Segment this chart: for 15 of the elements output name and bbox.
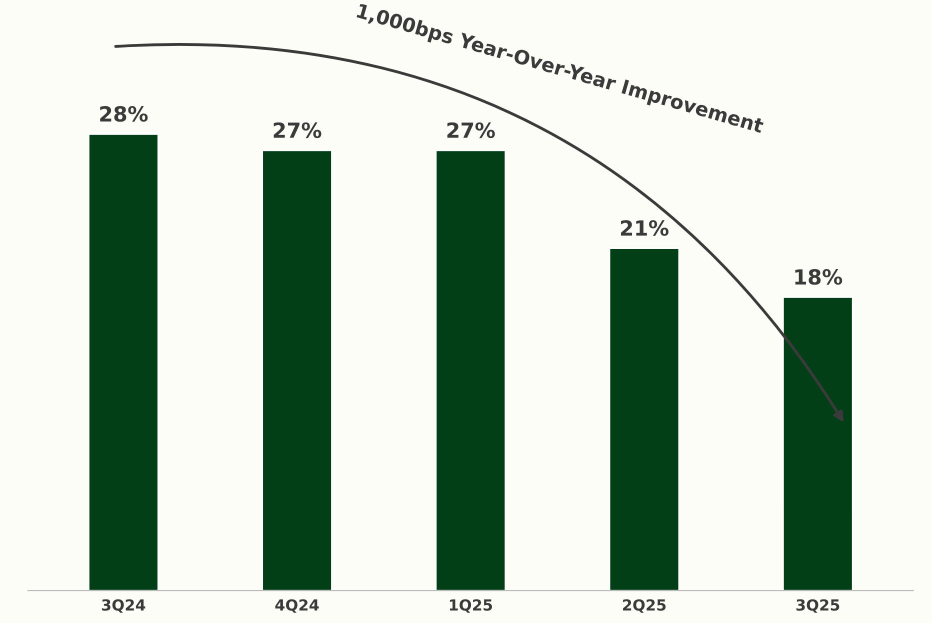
- data-label: 28%: [100, 106, 148, 122]
- bar: [782, 296, 854, 591]
- data-label: 27%: [447, 122, 495, 138]
- x-tick-label: 4Q24: [275, 599, 319, 613]
- x-tick-label: 3Q25: [796, 599, 840, 613]
- bar: [608, 248, 680, 591]
- data-label: 27%: [274, 122, 322, 138]
- data-label: 21%: [620, 220, 669, 236]
- bar: [88, 133, 159, 591]
- x-tick-label: 1Q25: [450, 599, 492, 613]
- bar: [435, 150, 506, 591]
- x-tick-label: 3Q24: [102, 599, 146, 613]
- x-tick-label: 2Q25: [623, 599, 666, 613]
- data-label: 18%: [795, 269, 842, 285]
- bar: [262, 150, 332, 591]
